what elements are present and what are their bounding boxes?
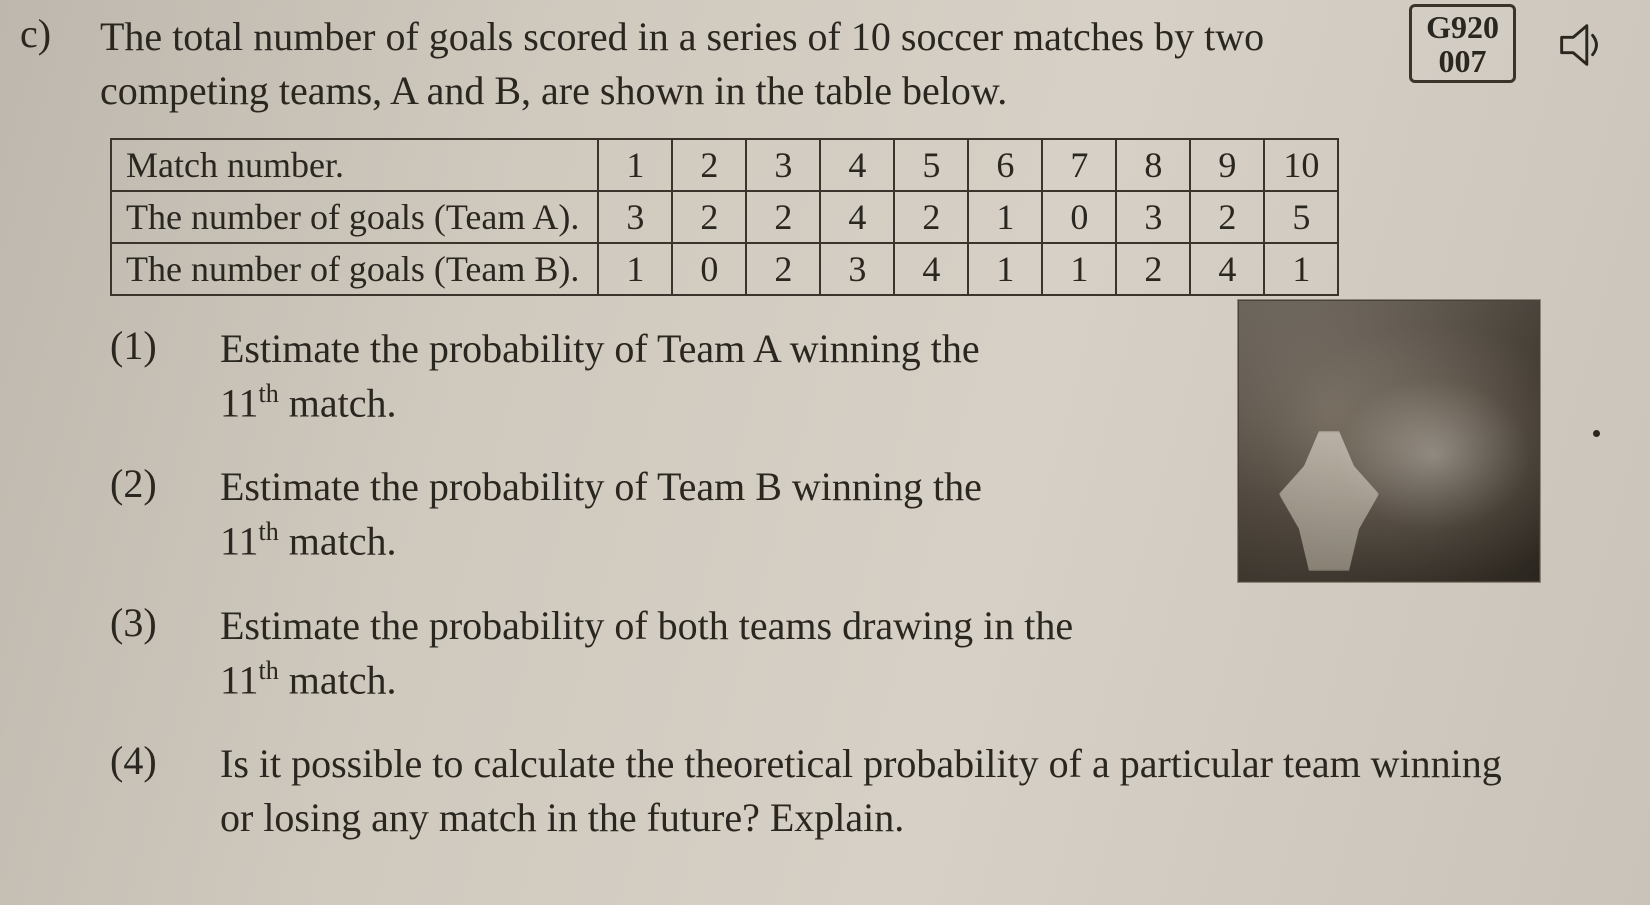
sub-num: (2): [110, 460, 180, 507]
sub-text: Estimate the probability of Team A winni…: [220, 322, 1040, 430]
goals-table: Match number. 1 2 3 4 5 6 7 8 9 10 The n…: [110, 138, 1339, 296]
sub-question-4: (4) Is it possible to calculate the theo…: [110, 737, 1610, 845]
row-header-team-b: The number of goals (Team B).: [111, 243, 598, 295]
media-code-line2: 007: [1426, 45, 1499, 79]
cell: 10: [1264, 139, 1338, 191]
cell: 2: [746, 243, 820, 295]
cell: 5: [894, 139, 968, 191]
cell: 4: [820, 139, 894, 191]
question-header-row: c) The total number of goals scored in a…: [20, 10, 1610, 118]
cell: 1: [968, 243, 1042, 295]
cell: 3: [1116, 191, 1190, 243]
cell: 7: [1042, 139, 1116, 191]
cell: 8: [1116, 139, 1190, 191]
cell: 1: [1042, 243, 1116, 295]
sub-question-3: (3) Estimate the probability of both tea…: [110, 599, 1610, 707]
cell: 2: [672, 191, 746, 243]
cell: 2: [746, 191, 820, 243]
table-row: The number of goals (Team A). 3 2 2 4 2 …: [111, 191, 1338, 243]
cell: 4: [894, 243, 968, 295]
speaker-icon: [1552, 16, 1610, 79]
cell: 1: [598, 139, 672, 191]
row-header-team-a: The number of goals (Team A).: [111, 191, 598, 243]
cell: 4: [1190, 243, 1264, 295]
cell: 6: [968, 139, 1042, 191]
media-code-box: G920 007: [1409, 4, 1516, 83]
question-text-line2: competing teams, A and B, are shown in t…: [100, 68, 1007, 113]
cell: 2: [1116, 243, 1190, 295]
sub-text-sup: th: [259, 379, 279, 408]
cell: 5: [1264, 191, 1338, 243]
sub-text: Is it possible to calculate the theoreti…: [220, 737, 1520, 845]
cell: 3: [598, 191, 672, 243]
sub-num: (4): [110, 737, 180, 784]
sub-text: Estimate the probability of both teams d…: [220, 599, 1140, 707]
media-code-line1: G920: [1426, 11, 1499, 45]
cell: 0: [672, 243, 746, 295]
page: c) The total number of goals scored in a…: [0, 0, 1650, 905]
cell: 4: [820, 191, 894, 243]
question-label: c): [20, 10, 70, 57]
sub-text-main: Is it possible to calculate the theoreti…: [220, 741, 1502, 840]
sub-text: Estimate the probability of Team B winni…: [220, 460, 1040, 568]
cell: 1: [1264, 243, 1338, 295]
row-header-match: Match number.: [111, 139, 598, 191]
cell: 9: [1190, 139, 1264, 191]
cell: 2: [894, 191, 968, 243]
cell: 0: [1042, 191, 1116, 243]
soccer-photo: [1238, 300, 1540, 582]
cell: 3: [746, 139, 820, 191]
cell: 1: [968, 191, 1042, 243]
question-text-line1: The total number of goals scored in a se…: [100, 14, 1264, 59]
sub-num: (3): [110, 599, 180, 646]
sub-text-tail: match.: [279, 519, 397, 564]
question-text: The total number of goals scored in a se…: [100, 10, 1369, 118]
sub-text-tail: match.: [279, 657, 397, 702]
table-row: Match number. 1 2 3 4 5 6 7 8 9 10: [111, 139, 1338, 191]
cell: 2: [672, 139, 746, 191]
sub-text-tail: match.: [279, 380, 397, 425]
table-row: The number of goals (Team B). 1 0 2 3 4 …: [111, 243, 1338, 295]
sub-num: (1): [110, 322, 180, 369]
cell: 3: [820, 243, 894, 295]
sub-text-sup: th: [259, 517, 279, 546]
cell: 2: [1190, 191, 1264, 243]
sub-text-sup: th: [259, 656, 279, 685]
cell: 1: [598, 243, 672, 295]
stray-dot: [1593, 430, 1600, 437]
